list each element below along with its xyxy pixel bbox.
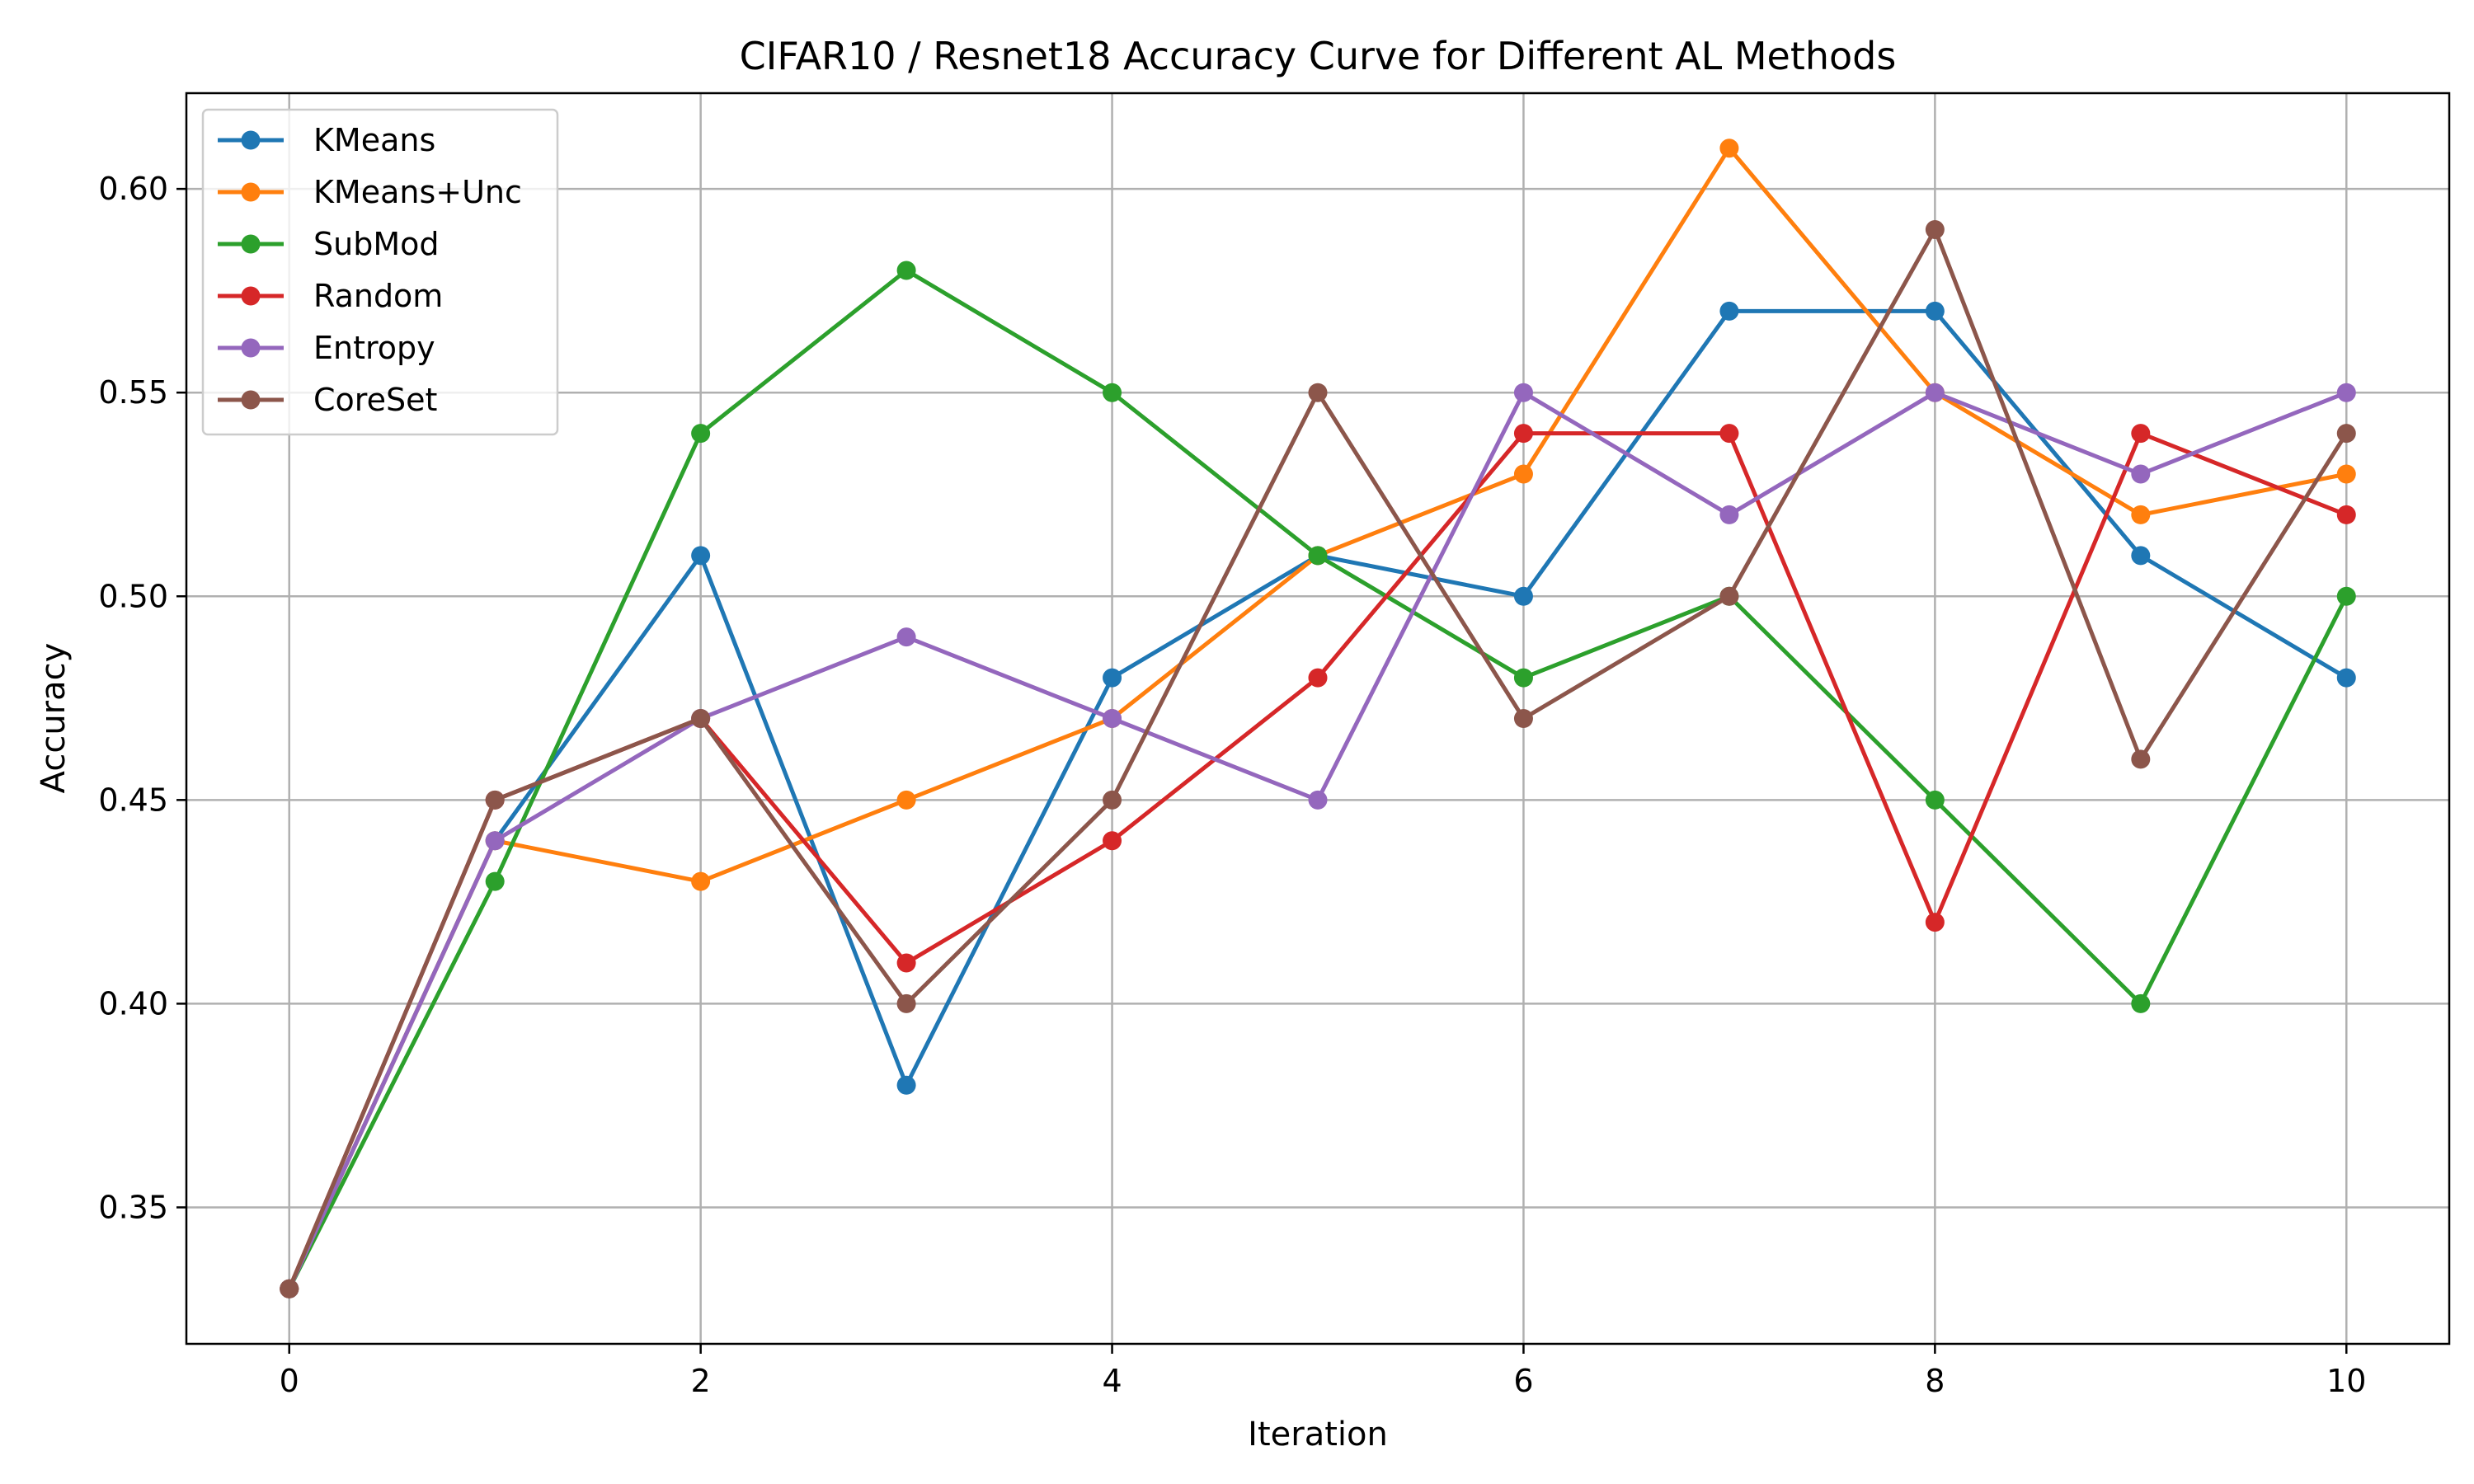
data-point-random	[1925, 913, 1945, 932]
y-tick-label: 0.60	[98, 171, 168, 207]
data-point-kmeans	[1103, 668, 1122, 688]
legend-marker-random	[241, 286, 261, 306]
data-point-submod	[2336, 586, 2356, 606]
data-point-coreset	[1103, 790, 1122, 810]
x-tick-label: 2	[691, 1363, 711, 1399]
data-point-entropy	[1513, 383, 1533, 402]
legend-label-submod: SubMod	[313, 226, 439, 262]
y-tick-label: 0.45	[98, 782, 168, 818]
data-point-submod	[2131, 993, 2151, 1013]
data-point-coreset	[1719, 586, 1739, 606]
data-point-kmeans-unc	[691, 871, 711, 891]
y-tick-label: 0.55	[98, 374, 168, 411]
data-point-entropy	[2336, 383, 2356, 402]
data-point-entropy	[2131, 464, 2151, 484]
data-point-entropy	[1719, 505, 1739, 524]
data-point-entropy	[1925, 383, 1945, 402]
data-point-coreset	[2336, 424, 2356, 444]
data-point-coreset	[1925, 220, 1945, 240]
legend-marker-kmeans-unc	[241, 182, 261, 202]
data-point-entropy	[896, 627, 916, 647]
data-point-coreset	[691, 709, 711, 728]
x-axis: 0 2 4 6 8 10	[280, 1344, 2366, 1399]
data-point-random	[896, 953, 916, 973]
x-tick-label: 6	[1513, 1363, 1533, 1399]
data-point-random	[1719, 424, 1739, 444]
data-point-submod	[691, 424, 711, 444]
data-point-coreset	[1513, 709, 1533, 728]
series-coreset	[280, 220, 2356, 1298]
data-point-kmeans	[1925, 301, 1945, 321]
y-tick-label: 0.40	[98, 985, 168, 1021]
data-point-kmeans	[2336, 668, 2356, 688]
chart-title: CIFAR10 / Resnet18 Accuracy Curve for Di…	[740, 34, 1897, 78]
legend-label-entropy: Entropy	[313, 330, 435, 366]
data-point-kmeans-unc	[1719, 139, 1739, 158]
data-point-submod	[1513, 668, 1533, 688]
y-axis-label: Accuracy	[35, 643, 73, 794]
data-point-submod	[1925, 790, 1945, 810]
data-point-kmeans-unc	[1513, 464, 1533, 484]
data-point-submod	[485, 871, 505, 891]
data-point-kmeans-unc	[2131, 505, 2151, 524]
data-point-submod	[1308, 546, 1328, 566]
data-point-entropy	[485, 831, 505, 851]
plot-frame	[185, 92, 2451, 1345]
legend-label-coreset: CoreSet	[313, 382, 437, 418]
data-point-kmeans	[1719, 301, 1739, 321]
x-axis-label: Iteration	[1248, 1416, 1388, 1453]
y-tick-label: 0.50	[98, 578, 168, 614]
legend-marker-coreset	[241, 390, 261, 410]
legend-label-random: Random	[313, 278, 443, 314]
legend-label-kmeans-unc: KMeans+Unc	[313, 174, 522, 210]
data-point-submod	[896, 261, 916, 280]
legend-marker-submod	[241, 234, 261, 254]
legend-marker-kmeans	[241, 130, 261, 150]
legend-label-kmeans: KMeans	[313, 122, 435, 158]
legend-box	[201, 108, 559, 436]
legend: KMeans KMeans+Unc SubMod Random Entropy CoreS…	[201, 108, 559, 436]
data-point-random	[2336, 505, 2356, 524]
data-point-entropy	[1103, 709, 1122, 728]
data-point-kmeans	[1513, 586, 1533, 606]
data-point-coreset	[2131, 749, 2151, 769]
data-point-submod	[1103, 383, 1122, 402]
data-point-kmeans	[2131, 546, 2151, 566]
data-point-kmeans	[896, 1075, 916, 1095]
data-point-coreset	[485, 790, 505, 810]
data-point-kmeans	[691, 546, 711, 566]
y-tick-label: 0.35	[98, 1189, 168, 1225]
x-tick-label: 10	[2326, 1363, 2366, 1399]
data-point-entropy	[1308, 790, 1328, 810]
x-tick-label: 4	[1102, 1363, 1122, 1399]
y-axis: 0.35 0.40 0.45 0.50 0.55 0.60	[98, 171, 186, 1225]
data-point-kmeans-unc	[2336, 464, 2356, 484]
x-tick-label: 0	[280, 1363, 299, 1399]
x-tick-label: 8	[1925, 1363, 1945, 1399]
data-point-kmeans-unc	[896, 790, 916, 810]
series-layer	[280, 139, 2356, 1298]
data-point-coreset	[280, 1279, 299, 1298]
data-point-random	[2131, 424, 2151, 444]
data-point-coreset	[896, 993, 916, 1013]
data-point-random	[1513, 424, 1533, 444]
data-point-coreset	[1308, 383, 1328, 402]
data-point-random	[1103, 831, 1122, 851]
data-point-random	[1308, 668, 1328, 688]
legend-marker-entropy	[241, 338, 261, 358]
